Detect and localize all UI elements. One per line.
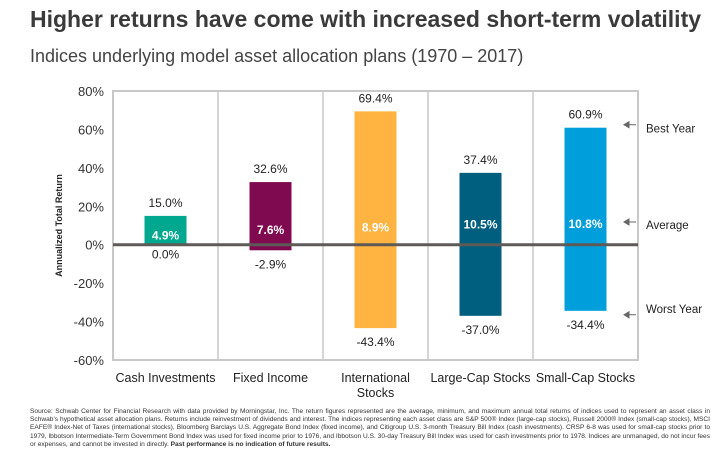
y-tick-label: 0% bbox=[85, 238, 104, 253]
y-axis-label: Annualized Total Return bbox=[54, 174, 64, 277]
category-label: Fixed Income bbox=[233, 371, 308, 385]
best-label: 69.4% bbox=[358, 91, 392, 105]
average-label: 7.6% bbox=[257, 223, 285, 237]
range-bar-chart: 80% 60% 40% 20% 0% -20% -40% -60% Annualized Tot… bbox=[54, 84, 702, 400]
page-title: Higher returns have come with increased … bbox=[30, 6, 702, 32]
worst-label: -43.4% bbox=[356, 335, 394, 349]
average-label: 8.9% bbox=[362, 221, 390, 235]
bar-2 bbox=[354, 111, 397, 329]
category-label: Cash Investments bbox=[115, 371, 215, 385]
annotation-label: Worst Year bbox=[646, 304, 702, 316]
worst-label: -2.9% bbox=[255, 257, 287, 271]
average-label: 4.9% bbox=[152, 228, 180, 242]
page-subtitle: Indices underlying model asset allocatio… bbox=[30, 46, 524, 66]
average-label: 10.8% bbox=[568, 217, 602, 231]
average-label: 10.5% bbox=[463, 218, 497, 232]
category-label: Large-Cap Stocks bbox=[430, 371, 530, 385]
worst-label: -34.4% bbox=[566, 318, 604, 332]
worst-label: -37.0% bbox=[461, 323, 499, 337]
best-label: 32.6% bbox=[253, 162, 287, 176]
source-text: Source: Schwab Center for Financial Rese… bbox=[30, 408, 710, 448]
worst-label: 0.0% bbox=[152, 248, 180, 262]
y-tick-label: -40% bbox=[74, 315, 105, 330]
category-label: Small-Cap Stocks bbox=[536, 371, 635, 385]
y-tick-label: -20% bbox=[74, 276, 105, 291]
category-label: International bbox=[341, 371, 410, 385]
y-tick-label: 20% bbox=[78, 199, 104, 214]
arrow-icon bbox=[623, 310, 636, 319]
plot-frame bbox=[112, 90, 639, 361]
best-label: 60.9% bbox=[568, 108, 602, 122]
y-tick-label: 60% bbox=[78, 122, 104, 137]
y-tick-label: -60% bbox=[74, 353, 105, 368]
arrow-icon bbox=[623, 218, 636, 226]
category-label: Stocks bbox=[357, 386, 395, 400]
y-tick-label: 80% bbox=[78, 84, 104, 99]
annotation-label: Average bbox=[646, 220, 689, 232]
best-label: 37.4% bbox=[463, 153, 497, 167]
bar-4 bbox=[564, 127, 607, 311]
arrow-icon bbox=[623, 120, 636, 129]
bar-0 bbox=[144, 215, 187, 245]
disclaimer: Past performance is no indication of fut… bbox=[170, 440, 331, 448]
bar-1 bbox=[249, 182, 292, 251]
y-tick-label: 40% bbox=[78, 161, 104, 176]
source-note: Source: Schwab Center for Financial Rese… bbox=[30, 408, 710, 449]
best-label: 15.0% bbox=[148, 196, 182, 210]
annotation-label: Best Year bbox=[646, 124, 695, 136]
